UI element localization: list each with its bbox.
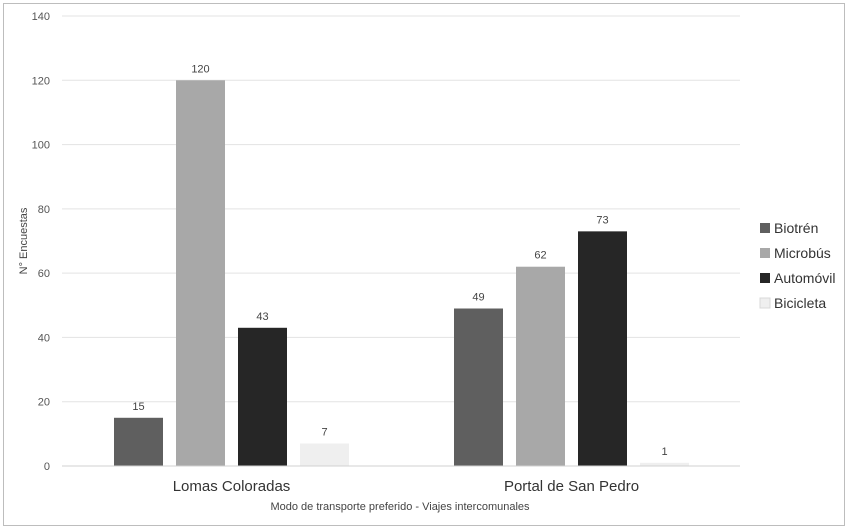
y-tick-label: 100 <box>32 140 50 152</box>
legend-swatch <box>759 297 771 309</box>
legend-swatch <box>760 223 770 233</box>
bar-1-3 <box>238 327 287 466</box>
data-label: 1 <box>661 446 667 458</box>
y-tick-label: 20 <box>38 397 50 409</box>
bar-2-1 <box>454 308 503 466</box>
data-label: 73 <box>596 214 608 226</box>
legend: Biotrén Microbús Automóvil Bicicleta <box>759 220 835 311</box>
bar-2-4 <box>640 462 689 466</box>
legend-label: Biotrén <box>774 220 818 236</box>
bar-1-1 <box>114 417 163 466</box>
bar-2-2 <box>516 266 565 466</box>
legend-label: Bicicleta <box>774 295 826 311</box>
category-label: Portal de San Pedro <box>504 478 639 495</box>
legend-swatch <box>760 248 770 258</box>
y-tick-label: 140 <box>32 11 50 23</box>
bar-1-2 <box>176 80 225 467</box>
data-label: 62 <box>534 250 546 262</box>
data-label: 49 <box>472 292 484 304</box>
x-axis-title: Modo de transporte preferido - Viajes in… <box>270 501 530 513</box>
y-axis-ticks: 0 20 40 60 80 100 120 140 <box>32 11 50 473</box>
legend-label: Automóvil <box>774 270 835 286</box>
y-tick-label: 120 <box>32 75 50 87</box>
legend-swatch <box>760 273 770 283</box>
data-label: 7 <box>321 427 327 439</box>
legend-label: Microbús <box>774 245 831 261</box>
y-axis-title: N° Encuestas <box>18 207 30 274</box>
y-tick-label: 0 <box>44 461 50 473</box>
bar-2-3 <box>578 231 627 466</box>
y-tick-label: 40 <box>38 332 50 344</box>
x-axis-categories: Lomas Coloradas Portal de San Pedro <box>173 478 639 495</box>
data-labels: 15 120 43 7 49 62 73 1 <box>132 63 667 458</box>
gridlines <box>62 15 740 467</box>
y-tick-label: 60 <box>38 268 50 280</box>
data-label: 15 <box>132 401 144 413</box>
data-label: 43 <box>256 311 268 323</box>
data-label: 120 <box>191 63 209 75</box>
bars <box>114 80 689 467</box>
bar-1-4 <box>300 443 349 466</box>
category-label: Lomas Coloradas <box>173 478 291 495</box>
y-tick-label: 80 <box>38 204 50 216</box>
